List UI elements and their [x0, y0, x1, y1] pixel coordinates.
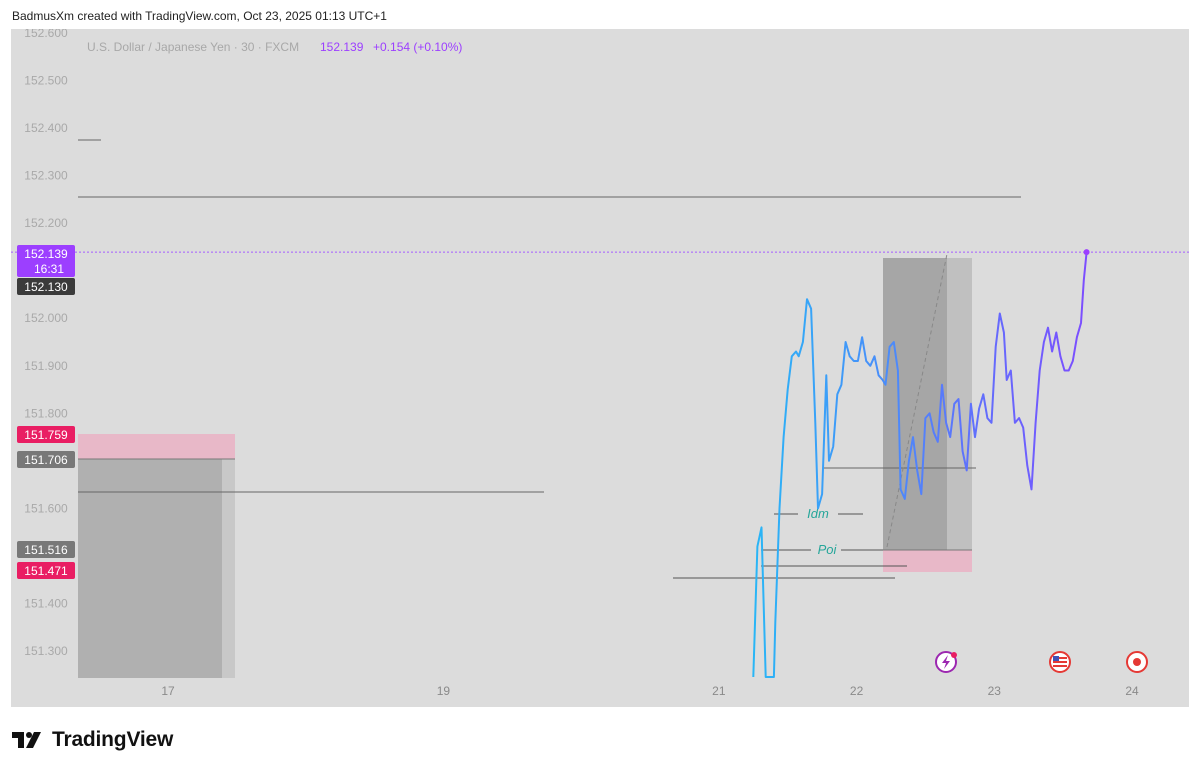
flag-icon-stripe-2 — [1053, 661, 1067, 663]
record-event-icon[interactable] — [1126, 651, 1148, 673]
projection-line[interactable] — [886, 253, 948, 548]
y-tick-label: 152.000 — [24, 311, 68, 325]
tradingview-wordmark: TradingView — [52, 728, 174, 751]
flag-icon-stripe-1 — [1053, 657, 1067, 659]
badge-last-price-value: 152.139 — [24, 247, 68, 261]
us-flag-event-icon[interactable] — [1049, 651, 1071, 673]
badge-zone2-bottom: 151.471 — [17, 562, 75, 579]
series-group — [752, 249, 1090, 678]
y-tick-label: 152.400 — [24, 121, 68, 135]
x-tick-label: 22 — [850, 684, 864, 698]
right-zone-gray-dark — [883, 258, 947, 551]
y-tick-label: 152.200 — [24, 216, 68, 230]
flash-icon-dot — [951, 652, 957, 658]
flag-icon-canton — [1053, 656, 1059, 661]
badge-prev-close: 152.130 — [17, 278, 75, 295]
y-tick-label: 151.800 — [24, 406, 68, 420]
tv-logo-dot — [26, 732, 32, 738]
legend-symbol[interactable]: U.S. Dollar / Japanese Yen · 30 · FXCM — [87, 40, 299, 54]
x-axis-labels: 17 19 21 22 23 24 — [161, 684, 1139, 698]
badge-zone-mid-value: 151.706 — [24, 453, 68, 467]
y-tick-label: 151.400 — [24, 596, 68, 610]
legend-change: +0.154 (+0.10%) — [373, 40, 462, 54]
x-tick-label: 19 — [437, 684, 451, 698]
x-tick-label: 17 — [161, 684, 175, 698]
badge-zone-top-value: 151.759 — [24, 428, 68, 442]
badge-zone2-top-value: 151.516 — [24, 543, 68, 557]
flag-icon-stripe-3 — [1053, 665, 1067, 667]
y-tick-label: 151.600 — [24, 501, 68, 515]
left-zone-gray — [78, 459, 222, 678]
badge-zone-top-bg — [17, 426, 75, 443]
badge-prev-close-value: 152.130 — [24, 280, 68, 294]
x-tick-label: 21 — [712, 684, 726, 698]
chart-area[interactable]: Idm Poi 152.600 152.500 152.400 152.300 152.… — [11, 26, 1189, 707]
badge-last-price-bg — [17, 245, 75, 277]
legend-price: 152.139 — [320, 40, 364, 54]
y-tick-label: 152.300 — [24, 169, 68, 183]
x-tick-label: 23 — [988, 684, 1002, 698]
left-zone-pink — [78, 434, 235, 459]
tv-logo-icon — [12, 732, 41, 748]
price-chart[interactable]: Idm Poi 152.600152.500152.400152.300152.… — [11, 26, 1189, 707]
left-zone-gray-right — [222, 456, 235, 678]
y-tick-label: 151.900 — [24, 359, 68, 373]
badge-zone2-bottom-bg — [17, 562, 75, 579]
y-tick-label: 151.300 — [24, 644, 68, 658]
tradingview-logo[interactable]: TradingView — [12, 728, 173, 752]
x-tick-label: 24 — [1125, 684, 1139, 698]
right-zone-pink — [883, 550, 972, 572]
badge-prev-close-bg — [17, 278, 75, 295]
badge-zone2-top: 151.516 — [17, 541, 75, 558]
chart-attribution: BadmusXm created with TradingView.com, O… — [12, 9, 387, 23]
badge-zone-mid: 151.706 — [17, 451, 75, 468]
y-axis-labels: 152.600 152.500 152.400 152.300 152.200 152.0… — [24, 26, 68, 658]
flash-icon-bolt — [942, 655, 950, 669]
y-tick-label: 152.500 — [24, 74, 68, 88]
idm-label: Idm — [807, 506, 829, 521]
badge-zone2-top-bg — [17, 541, 75, 558]
price-series-line[interactable] — [752, 252, 1088, 678]
badge-countdown: 16:31 — [34, 262, 64, 276]
badge-zone2-bottom-value: 151.471 — [24, 564, 68, 578]
poi-label: Poi — [818, 542, 838, 557]
last-price-dot — [1083, 249, 1090, 256]
badge-zone-mid-bg — [17, 451, 75, 468]
earnings-flash-icon[interactable] — [935, 651, 957, 673]
badge-last-price: 152.139 16:31 — [17, 245, 75, 277]
record-icon-dot — [1133, 658, 1141, 666]
badge-zone-top: 151.759 — [17, 426, 75, 443]
tv-logo-t — [12, 732, 24, 748]
tv-logo-v — [26, 732, 41, 748]
y-tick-label: 152.600 — [24, 29, 68, 40]
